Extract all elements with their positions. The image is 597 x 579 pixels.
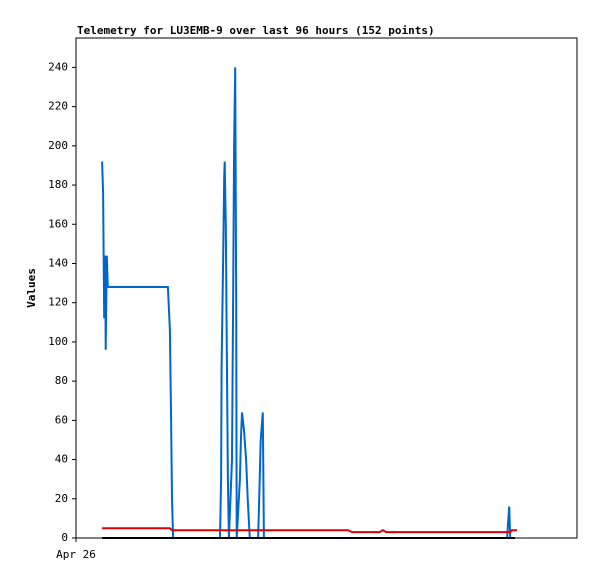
- y-tick-label: 20: [55, 492, 68, 505]
- y-tick-label: 140: [48, 256, 68, 269]
- y-tick-label: 120: [48, 296, 68, 309]
- y-tick-label: 0: [61, 531, 68, 544]
- y-tick-label: 220: [48, 100, 68, 113]
- y-axis-label: Values: [25, 268, 38, 308]
- y-tick-label: 40: [55, 453, 68, 466]
- x-tick-label: Apr 26: [56, 548, 96, 561]
- y-tick-label: 60: [55, 413, 68, 426]
- series-line: [102, 527, 517, 534]
- series-line: [101, 67, 512, 539]
- y-tick-label: 80: [55, 374, 68, 387]
- y-tick-label: 160: [48, 217, 68, 230]
- chart-title: Telemetry for LU3EMB-9 over last 96 hour…: [77, 24, 435, 37]
- y-tick-label: 100: [48, 335, 68, 348]
- y-tick-label: 180: [48, 178, 68, 191]
- y-tick-label: 240: [48, 60, 68, 73]
- y-tick-label: 200: [48, 139, 68, 152]
